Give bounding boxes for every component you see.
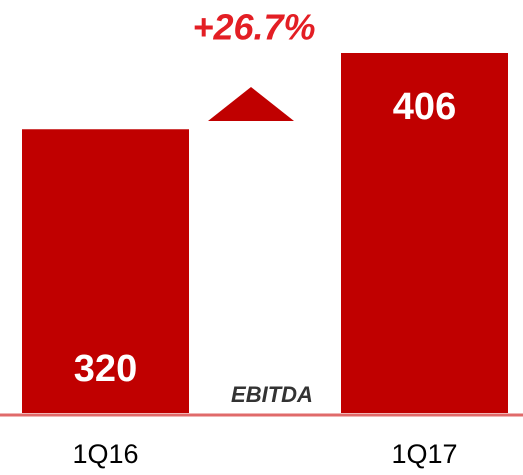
x-tick-label: 1Q17 [391,439,457,469]
bar [22,129,189,413]
bar [341,53,508,413]
metric-label: EBITDA [231,382,313,407]
x-tick-label: 1Q16 [72,439,138,469]
increase-arrow [208,87,294,121]
growth-annotation: +26.7% [192,7,315,48]
value-label: 406 [393,86,456,128]
value-label: 320 [74,348,137,390]
